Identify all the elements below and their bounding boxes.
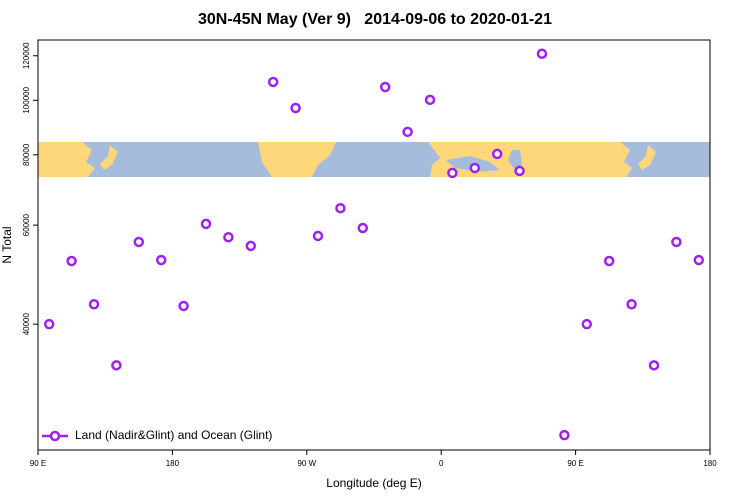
data-point xyxy=(312,230,324,242)
data-point xyxy=(88,298,100,310)
x-tick-label: 180 xyxy=(166,459,180,468)
y-tick-label: 120000 xyxy=(22,42,31,69)
x-tick-label: 90 E xyxy=(567,459,583,468)
data-point xyxy=(245,240,257,252)
plot-frame xyxy=(37,39,711,451)
data-point xyxy=(43,318,55,330)
chart-title: 30N-45N May (Ver 9) 2014-09-06 to 2020-0… xyxy=(198,11,552,28)
data-point xyxy=(469,162,481,174)
data-point xyxy=(178,300,189,312)
data-point xyxy=(290,102,301,114)
data-point xyxy=(626,298,637,310)
data-point xyxy=(693,254,705,266)
data-point xyxy=(267,76,279,88)
data-point xyxy=(491,148,503,160)
data-point xyxy=(581,318,593,330)
y-tick-label: 40000 xyxy=(22,313,31,336)
data-point xyxy=(155,254,167,266)
data-point xyxy=(536,48,548,59)
map-band xyxy=(38,142,710,177)
data-point xyxy=(133,236,145,248)
data-point xyxy=(223,231,234,243)
y-tick-label: 60000 xyxy=(22,213,31,236)
data-point xyxy=(379,81,391,93)
data-point xyxy=(603,255,615,267)
data-point xyxy=(671,236,682,248)
x-tick-label: 180 xyxy=(703,459,717,468)
data-point xyxy=(335,202,346,214)
data-point xyxy=(559,429,570,441)
legend-marker xyxy=(49,430,61,442)
data-point xyxy=(200,218,212,230)
y-tick-label: 80000 xyxy=(22,143,31,166)
x-tick-label: 90 E xyxy=(30,459,46,468)
data-point xyxy=(357,222,369,234)
data-point xyxy=(447,167,458,179)
legend-label: Land (Nadir&Glint) and Ocean (Glint) xyxy=(75,428,272,442)
data-point xyxy=(111,360,122,371)
x-tick-label: 0 xyxy=(439,459,444,468)
data-point xyxy=(648,360,660,371)
data-point xyxy=(66,255,77,267)
data-point xyxy=(402,126,413,138)
data-point xyxy=(514,165,525,177)
y-tick-label: 100000 xyxy=(22,86,31,113)
data-point xyxy=(424,94,436,106)
x-tick-label: 90 W xyxy=(297,459,316,468)
x-axis-label: Longitude (deg E) xyxy=(326,476,421,490)
y-axis-label: N Total xyxy=(0,226,14,263)
